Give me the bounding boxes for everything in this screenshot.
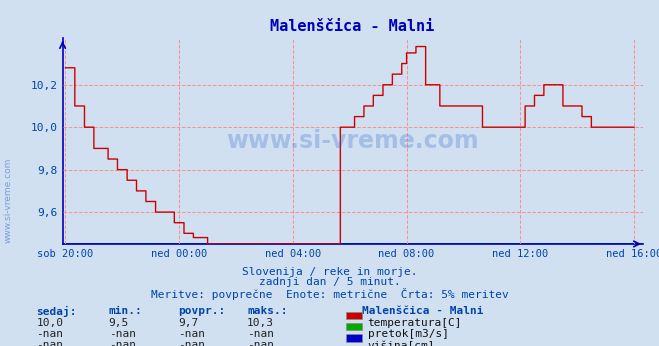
- Text: maks.:: maks.:: [247, 306, 287, 316]
- Text: -nan: -nan: [178, 340, 205, 346]
- Text: -nan: -nan: [36, 340, 63, 346]
- Text: -nan: -nan: [247, 340, 274, 346]
- Text: Malenščica - Malni: Malenščica - Malni: [362, 306, 484, 316]
- Text: -nan: -nan: [36, 329, 63, 339]
- Text: temperatura[C]: temperatura[C]: [368, 318, 462, 328]
- Text: -nan: -nan: [109, 329, 136, 339]
- Title: Malenščica - Malni: Malenščica - Malni: [270, 19, 435, 34]
- Text: pretok[m3/s]: pretok[m3/s]: [368, 329, 449, 339]
- Text: sedaj:: sedaj:: [36, 306, 76, 317]
- Text: 9,5: 9,5: [109, 318, 129, 328]
- Text: www.si-vreme.com: www.si-vreme.com: [3, 158, 13, 243]
- Text: Slovenija / reke in morje.: Slovenija / reke in morje.: [242, 267, 417, 277]
- Text: povpr.:: povpr.:: [178, 306, 225, 316]
- Text: -nan: -nan: [247, 329, 274, 339]
- Text: 10,3: 10,3: [247, 318, 274, 328]
- Text: -nan: -nan: [178, 329, 205, 339]
- Text: višina[cm]: višina[cm]: [368, 340, 435, 346]
- Text: 9,7: 9,7: [178, 318, 198, 328]
- Text: Meritve: povprečne  Enote: metrične  Črta: 5% meritev: Meritve: povprečne Enote: metrične Črta:…: [151, 288, 508, 300]
- Text: -nan: -nan: [109, 340, 136, 346]
- Text: 10,0: 10,0: [36, 318, 63, 328]
- Text: zadnji dan / 5 minut.: zadnji dan / 5 minut.: [258, 277, 401, 288]
- Text: min.:: min.:: [109, 306, 142, 316]
- Text: www.si-vreme.com: www.si-vreme.com: [226, 129, 479, 153]
